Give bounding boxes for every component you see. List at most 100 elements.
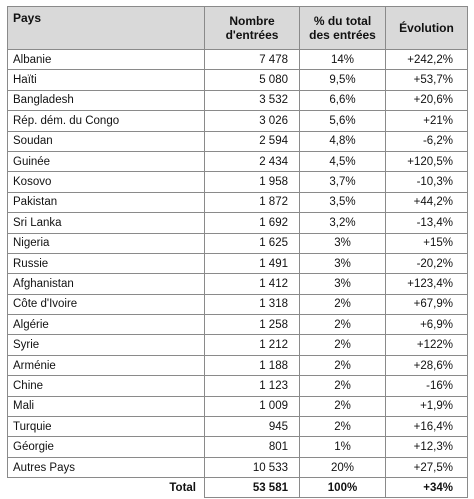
cell-evolution: +16,4% bbox=[385, 416, 468, 438]
header-entries: Nombre d'entrées bbox=[204, 6, 300, 50]
table-header: Pays Nombre d'entrées % du total des ent… bbox=[7, 6, 468, 50]
cell-share: 9,5% bbox=[299, 69, 386, 91]
cell-share: 4,5% bbox=[299, 150, 386, 173]
cell-country: Afghanistan bbox=[7, 273, 205, 295]
table-body: Albanie 7 478 14% +242,2% Haïti 5 080 9,5% +53… bbox=[7, 48, 468, 479]
cell-entries: 1 318 bbox=[204, 293, 300, 316]
asylum-entries-table: Pays Nombre d'entrées % du total des ent… bbox=[7, 6, 468, 499]
cell-country: Pakistan bbox=[7, 191, 205, 214]
cell-entries: 3 532 bbox=[204, 89, 300, 112]
cell-country: Nigeria bbox=[7, 232, 205, 254]
table-row: Turquie 945 2% +16,4% bbox=[7, 416, 468, 438]
cell-share: 4,8% bbox=[299, 130, 386, 152]
cell-entries: 1 212 bbox=[204, 334, 300, 356]
cell-entries: 1 625 bbox=[204, 232, 300, 254]
cell-share: 14% bbox=[299, 48, 386, 71]
table-row: Chine 1 123 2% -16% bbox=[7, 375, 468, 397]
cell-share: 2% bbox=[299, 314, 386, 336]
cell-entries: 801 bbox=[204, 436, 300, 458]
cell-country: Turquie bbox=[7, 416, 205, 438]
table-row: Kosovo 1 958 3,7% -10,3% bbox=[7, 171, 468, 193]
cell-share: 3% bbox=[299, 273, 386, 295]
table-row: Pakistan 1 872 3,5% +44,2% bbox=[7, 191, 468, 214]
table-row: Géorgie 801 1% +12,3% bbox=[7, 436, 468, 458]
table-row: Arménie 1 188 2% +28,6% bbox=[7, 354, 468, 377]
cell-country: Sri Lanka bbox=[7, 212, 205, 234]
cell-evolution: +123,4% bbox=[385, 273, 468, 295]
cell-share: 2% bbox=[299, 395, 386, 418]
table-row: Soudan 2 594 4,8% -6,2% bbox=[7, 130, 468, 152]
header-share-line1: % du total bbox=[313, 14, 372, 28]
cell-share: 2% bbox=[299, 416, 386, 438]
table-row: Haïti 5 080 9,5% +53,7% bbox=[7, 69, 468, 91]
cell-country: Chine bbox=[7, 375, 205, 397]
cell-evolution: -16% bbox=[385, 375, 468, 397]
cell-share: 1% bbox=[299, 436, 386, 458]
cell-country: Géorgie bbox=[7, 436, 205, 458]
table-row: Russie 1 491 3% -20,2% bbox=[7, 252, 468, 275]
cell-evolution: +28,6% bbox=[385, 354, 468, 377]
table-row: Mali 1 009 2% +1,9% bbox=[7, 395, 468, 418]
cell-share: 3,2% bbox=[299, 212, 386, 234]
cell-country: Algérie bbox=[7, 314, 205, 336]
cell-share: 2% bbox=[299, 375, 386, 397]
table-row: Rép. dém. du Congo 3 026 5,6% +21% bbox=[7, 110, 468, 132]
cell-entries: 2 434 bbox=[204, 150, 300, 173]
total-entries: 53 581 bbox=[204, 477, 300, 499]
total-evolution: +34% bbox=[385, 477, 468, 499]
cell-country: Kosovo bbox=[7, 171, 205, 193]
table-footer: Total 53 581 100% +34% bbox=[7, 477, 468, 499]
cell-evolution: +1,9% bbox=[385, 395, 468, 418]
cell-country: Mali bbox=[7, 395, 205, 418]
cell-country: Arménie bbox=[7, 354, 205, 377]
header-share-line2: des entrées bbox=[309, 28, 376, 42]
table-row: Côte d'Ivoire 1 318 2% +67,9% bbox=[7, 293, 468, 316]
cell-evolution: +15% bbox=[385, 232, 468, 254]
cell-entries: 5 080 bbox=[204, 69, 300, 91]
cell-country: Haïti bbox=[7, 69, 205, 91]
table-row: Afghanistan 1 412 3% +123,4% bbox=[7, 273, 468, 295]
cell-share: 2% bbox=[299, 354, 386, 377]
cell-evolution: -13,4% bbox=[385, 212, 468, 234]
cell-share: 20% bbox=[299, 456, 386, 479]
cell-entries: 1 958 bbox=[204, 171, 300, 193]
cell-entries: 1 123 bbox=[204, 375, 300, 397]
cell-entries: 945 bbox=[204, 416, 300, 438]
cell-entries: 1 491 bbox=[204, 252, 300, 275]
cell-entries: 1 412 bbox=[204, 273, 300, 295]
table-row: Syrie 1 212 2% +122% bbox=[7, 334, 468, 356]
total-label: Total bbox=[7, 477, 205, 498]
cell-country: Russie bbox=[7, 252, 205, 275]
cell-evolution: +120,5% bbox=[385, 150, 468, 173]
cell-entries: 2 594 bbox=[204, 130, 300, 152]
cell-entries: 1 009 bbox=[204, 395, 300, 418]
table-row: Albanie 7 478 14% +242,2% bbox=[7, 48, 468, 71]
cell-country: Côte d'Ivoire bbox=[7, 293, 205, 316]
header-entries-line2: d'entrées bbox=[225, 28, 279, 42]
cell-evolution: +21% bbox=[385, 110, 468, 132]
cell-evolution: +12,3% bbox=[385, 436, 468, 458]
cell-evolution: +53,7% bbox=[385, 69, 468, 91]
cell-evolution: -20,2% bbox=[385, 252, 468, 275]
cell-country: Syrie bbox=[7, 334, 205, 356]
table-row: Autres Pays 10 533 20% +27,5% bbox=[7, 456, 468, 479]
header-evolution: Évolution bbox=[385, 6, 468, 50]
header-share: % du total des entrées bbox=[299, 6, 386, 50]
cell-evolution: +27,5% bbox=[385, 456, 468, 479]
table-row: Guinée 2 434 4,5% +120,5% bbox=[7, 150, 468, 173]
cell-evolution: +20,6% bbox=[385, 89, 468, 112]
cell-entries: 10 533 bbox=[204, 456, 300, 479]
header-row: Pays Nombre d'entrées % du total des ent… bbox=[7, 6, 468, 50]
cell-entries: 7 478 bbox=[204, 48, 300, 71]
cell-share: 3,5% bbox=[299, 191, 386, 214]
cell-evolution: +242,2% bbox=[385, 48, 468, 71]
cell-entries: 1 258 bbox=[204, 314, 300, 336]
cell-country: Soudan bbox=[7, 130, 205, 152]
cell-share: 2% bbox=[299, 293, 386, 316]
table-row: Nigeria 1 625 3% +15% bbox=[7, 232, 468, 254]
cell-share: 3% bbox=[299, 232, 386, 254]
cell-evolution: +122% bbox=[385, 334, 468, 356]
cell-entries: 1 692 bbox=[204, 212, 300, 234]
cell-entries: 1 872 bbox=[204, 191, 300, 214]
table-container: Pays Nombre d'entrées % du total des ent… bbox=[7, 6, 468, 499]
